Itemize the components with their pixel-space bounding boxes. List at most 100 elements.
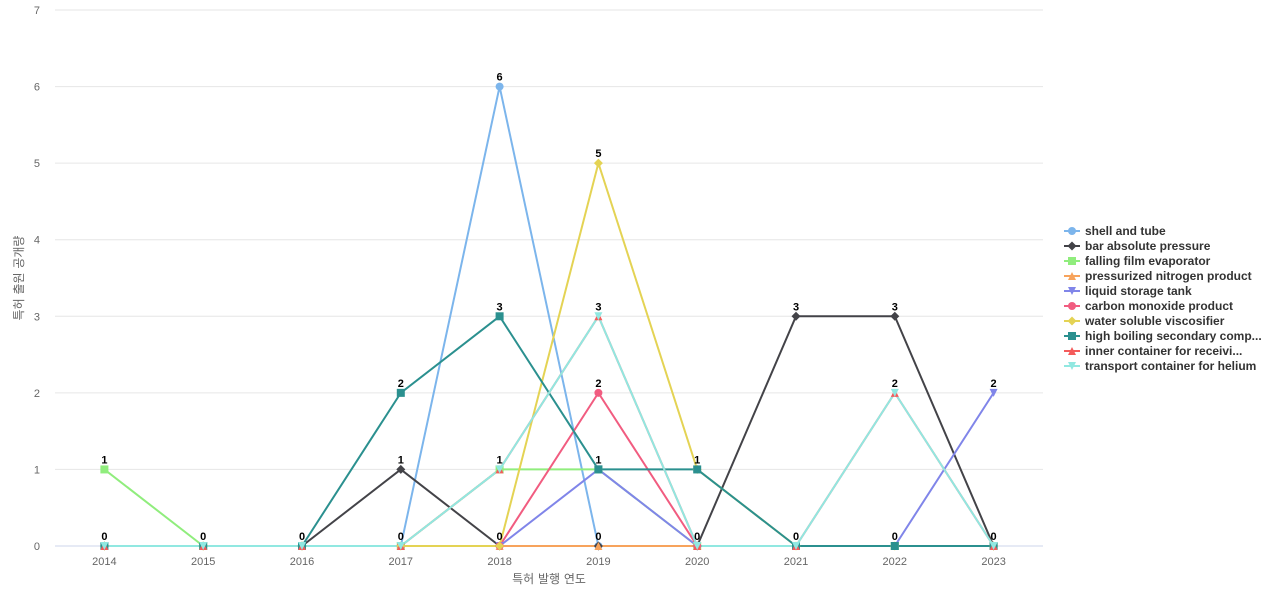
data-label-2019-3: 3 bbox=[595, 301, 601, 313]
data-point-bar-absolute-pressure-2022 bbox=[890, 311, 900, 321]
data-point-transport-container-for-helium-2017 bbox=[396, 542, 405, 550]
y-tick-label-7: 7 bbox=[34, 5, 40, 17]
data-point-transport-container-for-helium-2019 bbox=[594, 312, 603, 321]
data-label-2019-5: 5 bbox=[595, 148, 601, 160]
data-point-transport-container-for-helium-2023 bbox=[989, 542, 998, 550]
y-axis-title: 특허 출원 공개량 bbox=[12, 236, 26, 321]
data-point-transport-container-for-helium-2015 bbox=[199, 542, 208, 550]
data-point-transport-container-for-helium-2020 bbox=[693, 542, 702, 550]
legend-label-bar-absolute-pressure: bar absolute pressure bbox=[1085, 239, 1211, 253]
legend-item-transport-container-for-helium[interactable]: transport container for helium bbox=[1064, 359, 1256, 373]
data-point-high-boiling-secondary-comp-2022 bbox=[890, 542, 899, 550]
data-label-2018-0: 0 bbox=[497, 531, 503, 543]
legend-item-inner-container-for-receivi[interactable]: inner container for receivi... bbox=[1064, 344, 1242, 358]
series-line-transport-container-for-helium[interactable] bbox=[103, 315, 995, 547]
data-point-transport-container-for-helium-2022 bbox=[890, 388, 899, 397]
y-tick-label-5: 5 bbox=[34, 158, 40, 170]
data-label-2019-0: 0 bbox=[595, 531, 601, 543]
series-lines bbox=[103, 85, 995, 547]
legend-item-bar-absolute-pressure[interactable]: bar absolute pressure bbox=[1064, 239, 1211, 253]
data-label-2020-0: 0 bbox=[694, 531, 700, 543]
legend-label-carbon-monoxide-product: carbon monoxide product bbox=[1085, 299, 1233, 313]
legend-item-pressurized-nitrogen-product[interactable]: pressurized nitrogen product bbox=[1064, 269, 1252, 283]
x-axis-title: 특허 발행 연도 bbox=[512, 571, 586, 586]
legend-label-pressurized-nitrogen-product: pressurized nitrogen product bbox=[1085, 269, 1252, 283]
legend-marker-water-soluble-viscosifier bbox=[1067, 316, 1077, 326]
data-point-liquid-storage-tank-2023 bbox=[989, 388, 998, 397]
legend-marker-pressurized-nitrogen-product bbox=[1068, 272, 1076, 280]
data-label-2022-2: 2 bbox=[892, 378, 898, 390]
x-tick-label-2017: 2017 bbox=[389, 556, 413, 568]
x-tick-label-2022: 2022 bbox=[883, 556, 907, 568]
data-label-2017-0: 0 bbox=[398, 531, 404, 543]
legend-label-shell-and-tube: shell and tube bbox=[1085, 224, 1166, 238]
legend-item-high-boiling-secondary-comp[interactable]: high boiling secondary comp... bbox=[1064, 329, 1262, 343]
legend-label-high-boiling-secondary-comp: high boiling secondary comp... bbox=[1085, 329, 1262, 343]
x-axis: 2014 2015 2016 2017 2018 2019 2020 2021 2022 2023 bbox=[55, 545, 1043, 568]
legend-marker-carbon-monoxide-product bbox=[1068, 302, 1076, 310]
data-label-2014-0: 0 bbox=[101, 531, 107, 543]
y-axis-ticks: 0 1 2 3 4 5 6 7 bbox=[34, 5, 40, 553]
grid-lines bbox=[55, 9, 1043, 470]
x-tick-label-2018: 2018 bbox=[487, 556, 511, 568]
legend-label-inner-container-for-receivi: inner container for receivi... bbox=[1085, 344, 1242, 358]
data-label-2019-1: 1 bbox=[595, 454, 601, 466]
data-label-2022-3: 3 bbox=[892, 301, 898, 313]
legend-item-shell-and-tube[interactable]: shell and tube bbox=[1064, 224, 1166, 238]
data-point-water-soluble-viscosifier-2019 bbox=[593, 158, 603, 168]
x-tick-label-2023: 2023 bbox=[981, 556, 1005, 568]
y-tick-label-2: 2 bbox=[34, 388, 40, 400]
data-point-carbon-monoxide-product-2019 bbox=[594, 388, 603, 397]
y-tick-label-4: 4 bbox=[34, 235, 40, 247]
data-point-transport-container-for-helium-2018 bbox=[495, 465, 504, 474]
x-tick-label-2016: 2016 bbox=[290, 556, 314, 568]
x-tick-label-2019: 2019 bbox=[586, 556, 610, 568]
x-tick-label-2015: 2015 bbox=[191, 556, 215, 568]
legend-marker-inner-container-for-receivi bbox=[1068, 347, 1076, 355]
y-tick-label-1: 1 bbox=[34, 464, 40, 476]
data-point-falling-film-evaporator-2014 bbox=[100, 465, 109, 474]
data-point-transport-container-for-helium-2016 bbox=[298, 542, 306, 550]
data-point-pressurized-nitrogen-product-2019 bbox=[594, 542, 603, 550]
data-label-2015-0: 0 bbox=[200, 531, 206, 543]
legend-label-water-soluble-viscosifier: water soluble viscosifier bbox=[1084, 314, 1225, 328]
data-label-2018-6: 6 bbox=[497, 72, 503, 84]
data-point-shell-and-tube-2018 bbox=[495, 82, 504, 91]
legend-marker-shell-and-tube bbox=[1068, 227, 1076, 235]
data-point-high-boiling-secondary-comp-2017 bbox=[396, 388, 405, 397]
data-label-2018-1: 1 bbox=[497, 454, 503, 466]
data-label-2022-0: 0 bbox=[892, 531, 898, 543]
data-label-2017-1: 1 bbox=[398, 454, 404, 466]
data-label-2023-2: 2 bbox=[991, 378, 997, 390]
legend-marker-liquid-storage-tank bbox=[1068, 287, 1076, 295]
series-markers bbox=[99, 82, 999, 551]
legend-item-water-soluble-viscosifier[interactable]: water soluble viscosifier bbox=[1064, 314, 1225, 328]
data-point-transport-container-for-helium-2014 bbox=[100, 542, 109, 550]
data-label-2019-2: 2 bbox=[595, 378, 601, 390]
x-tick-label-2020: 2020 bbox=[685, 556, 709, 568]
x-tick-label-2021: 2021 bbox=[784, 556, 808, 568]
legend-label-transport-container-for-helium: transport container for helium bbox=[1085, 359, 1256, 373]
data-point-high-boiling-secondary-comp-2018 bbox=[495, 312, 504, 321]
series-line-water-soluble-viscosifier[interactable] bbox=[103, 162, 995, 547]
legend-marker-falling-film-evaporator bbox=[1068, 257, 1076, 265]
y-tick-label-6: 6 bbox=[34, 82, 40, 94]
data-label-2016-0: 0 bbox=[299, 531, 305, 543]
y-tick-label-0: 0 bbox=[34, 541, 40, 553]
y-tick-label-3: 3 bbox=[34, 311, 40, 323]
x-tick-label-2014: 2014 bbox=[92, 556, 116, 568]
data-point-high-boiling-secondary-comp-2020 bbox=[693, 465, 702, 474]
legend-item-liquid-storage-tank[interactable]: liquid storage tank bbox=[1064, 284, 1192, 298]
data-label-2021-0: 0 bbox=[793, 531, 799, 543]
legend-item-falling-film-evaporator[interactable]: falling film evaporator bbox=[1064, 254, 1211, 268]
data-point-high-boiling-secondary-comp-2019 bbox=[594, 465, 603, 474]
legend-item-carbon-monoxide-product[interactable]: carbon monoxide product bbox=[1064, 299, 1233, 313]
data-label-2020-1: 1 bbox=[694, 454, 700, 466]
data-point-water-soluble-viscosifier-2018 bbox=[495, 541, 505, 551]
data-label-2023-0: 0 bbox=[991, 531, 997, 543]
data-point-bar-absolute-pressure-2017 bbox=[396, 464, 406, 474]
data-labels: 1 0 0 0 2 1 0 6 3 1 0 5 3 2 1 0 1 0 3 0 3 2 0 2 0 bbox=[101, 72, 996, 543]
